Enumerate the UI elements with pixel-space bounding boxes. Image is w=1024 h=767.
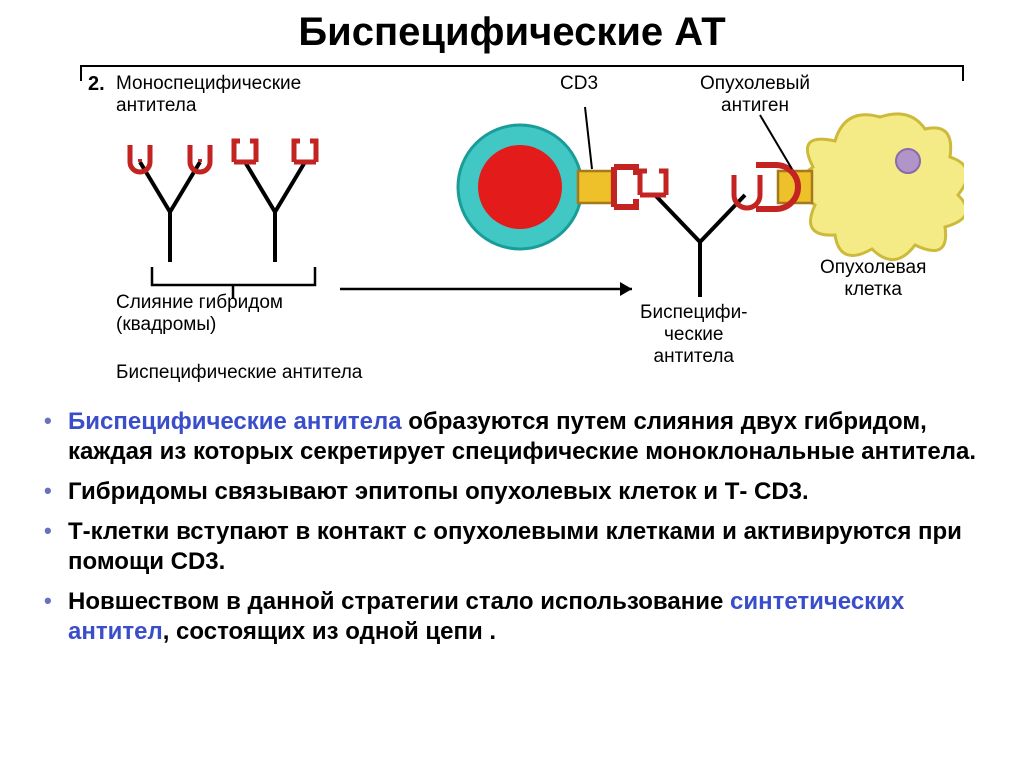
- bullet-3: Т-клетки вступают в контакт с опухолевым…: [40, 517, 984, 577]
- leader-cd3: [585, 107, 592, 169]
- antibody-monospecific-1: [130, 145, 210, 262]
- diagram-svg: [80, 67, 964, 397]
- leader-tumor-antigen: [760, 115, 792, 169]
- cd3-receptor: [614, 167, 636, 207]
- fusion-bracket: [152, 267, 315, 299]
- t-cell: [458, 125, 582, 249]
- bullet-list: Биспецифические антитела образуются путе…: [40, 407, 984, 647]
- cd3-block: [578, 171, 612, 203]
- bullet-4: Новшеством в данной стратегии стало испо…: [40, 587, 984, 647]
- bullet-3-text: Т-клетки вступают в контакт с опухолевым…: [68, 518, 962, 575]
- antibody-monospecific-2: [234, 141, 316, 262]
- tumor-cell: [799, 114, 964, 260]
- bullet-1: Биспецифические антитела образуются путе…: [40, 407, 984, 467]
- bullet-2-text: Гибридомы связывают эпитопы опухолевых к…: [68, 478, 809, 505]
- diagram-panel: 2. Моноспецифическиеантитела CD3 Опухоле…: [80, 65, 964, 397]
- bullet-4-pre: Новшеством в данной стратегии стало испо…: [68, 588, 730, 615]
- bullet-1-term: Биспецифические антитела: [68, 408, 402, 435]
- slide-title: Биспецифические АТ: [0, 0, 1024, 55]
- arrow-fusion: [340, 282, 632, 296]
- bullet-2: Гибридомы связывают эпитопы опухолевых к…: [40, 477, 984, 507]
- bullet-4-rest: , состоящих из одной цепи .: [163, 618, 496, 645]
- antibody-bispecific: [640, 171, 760, 297]
